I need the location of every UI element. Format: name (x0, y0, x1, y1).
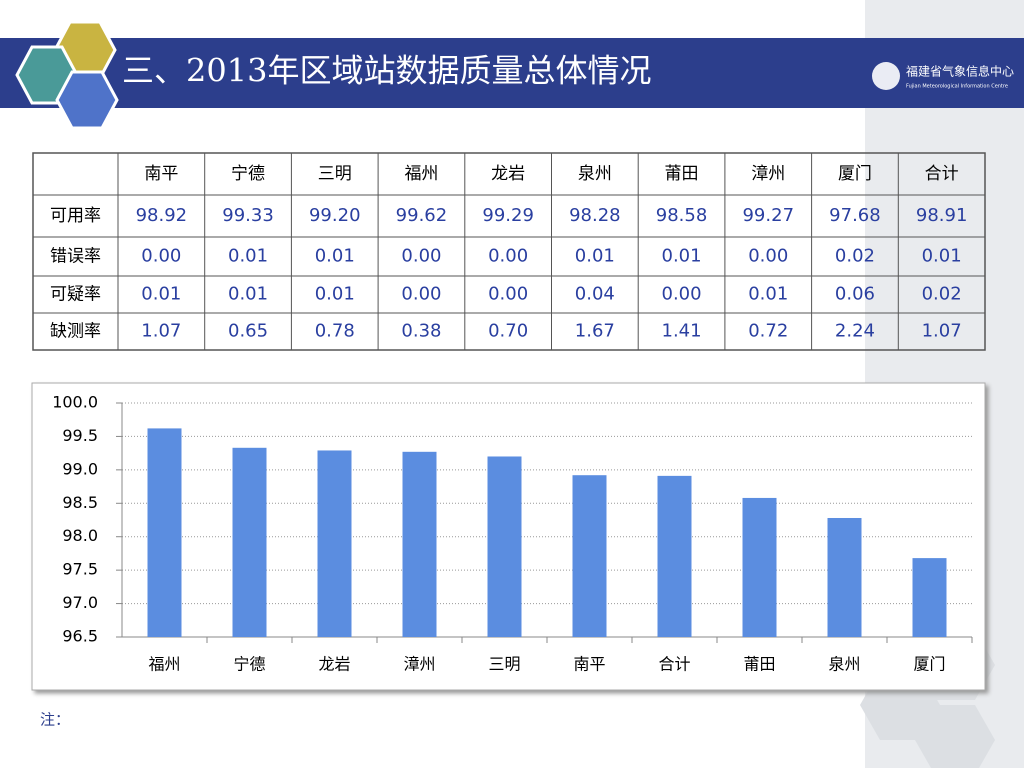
y-tick-label: 98.0 (62, 526, 98, 545)
cell: 0.72 (748, 321, 788, 342)
cell: 0.01 (228, 284, 268, 305)
slide-title: 三、2013年区域站数据质量总体情况 (122, 52, 651, 90)
cell: 1.67 (575, 321, 615, 342)
logo-sub: Fujian Meteorological Information Centre (906, 84, 1008, 90)
cell: 99.29 (482, 205, 534, 226)
cell: 0.04 (575, 284, 615, 305)
note: 注： (40, 711, 70, 729)
y-tick-label: 97.0 (62, 593, 98, 612)
bar (827, 517, 862, 637)
bar (402, 451, 437, 637)
column-header: 宁德 (231, 164, 265, 184)
x-tick-label: 合计 (658, 655, 690, 674)
column-header: 龙岩 (491, 164, 525, 184)
x-tick-label: 厦门 (913, 655, 945, 674)
x-tick-label: 漳州 (403, 655, 435, 674)
column-header: 莆田 (665, 164, 699, 184)
cell: 2.24 (835, 321, 875, 342)
cell: 99.20 (309, 205, 361, 226)
row-label: 缺测率 (50, 322, 101, 342)
cell: 0.00 (662, 284, 702, 305)
cell: 98.58 (656, 205, 708, 226)
chart: 96.5 97.0 97.5 98.0 98.5 99.0 99.5 100.0 福州 宁德 龙岩 漳… (52, 393, 973, 674)
cell: 99.33 (222, 205, 274, 226)
cell: 0.02 (835, 246, 875, 267)
bar (147, 428, 182, 637)
cell: 0.38 (401, 321, 441, 342)
bar (317, 450, 352, 637)
x-tick-label: 泉州 (828, 655, 860, 674)
column-header: 三明 (318, 164, 352, 184)
y-tick-label: 98.5 (62, 493, 98, 512)
cell: 0.01 (748, 284, 788, 305)
row-label: 错误率 (50, 247, 101, 267)
header-bar (0, 38, 865, 108)
cell: 0.01 (922, 246, 962, 267)
cell: 0.00 (488, 246, 528, 267)
column-header: 南平 (144, 164, 178, 184)
cell: 0.00 (141, 246, 181, 267)
table-border (32, 152, 986, 351)
x-tick-label: 福州 (148, 655, 180, 674)
cell: 0.01 (315, 284, 355, 305)
cell: 98.28 (569, 205, 621, 226)
cell: 98.92 (136, 205, 188, 226)
cell: 0.02 (922, 284, 962, 305)
cell: 97.68 (829, 205, 881, 226)
logo-icon (872, 62, 900, 90)
cell: 1.07 (922, 321, 962, 342)
cell: 0.70 (488, 321, 528, 342)
bar (742, 497, 777, 637)
x-tick-label: 南平 (573, 655, 605, 674)
cell: 0.65 (228, 321, 268, 342)
y-tick-label: 100.0 (52, 393, 98, 412)
column-header: 福州 (404, 164, 438, 184)
y-tick-label: 97.5 (62, 560, 98, 579)
x-tick-label: 三明 (488, 655, 520, 674)
row-label: 可用率 (50, 206, 101, 226)
x-tick-label: 莆田 (743, 655, 775, 674)
y-tick-label: 99.5 (62, 426, 98, 445)
cell: 0.00 (401, 284, 441, 305)
cell: 0.01 (315, 246, 355, 267)
x-tick-label: 宁德 (233, 655, 265, 674)
cell: 0.00 (748, 246, 788, 267)
bar (912, 558, 947, 637)
logo-text: 福建省气象信息中心 (906, 64, 1014, 79)
bar (657, 475, 692, 637)
column-header: 合计 (925, 164, 959, 184)
cell: 0.78 (315, 321, 355, 342)
column-header: 漳州 (751, 164, 785, 184)
cell: 99.62 (396, 205, 448, 226)
bar (487, 456, 522, 637)
cell: 0.01 (141, 284, 181, 305)
cell: 0.00 (401, 246, 441, 267)
cell: 0.01 (662, 246, 702, 267)
bar (232, 447, 267, 637)
cell: 99.27 (742, 205, 794, 226)
bar (572, 475, 607, 637)
cell: 1.41 (662, 321, 702, 342)
cell: 98.91 (916, 205, 968, 226)
column-header: 厦门 (838, 164, 872, 184)
row-label: 可疑率 (50, 285, 101, 305)
cell: 1.07 (141, 321, 181, 342)
cell: 0.01 (575, 246, 615, 267)
cell: 0.01 (228, 246, 268, 267)
y-tick-label: 99.0 (62, 459, 98, 478)
hexagons (15, 20, 119, 130)
x-tick-label: 龙岩 (318, 655, 350, 674)
column-header: 泉州 (578, 164, 612, 184)
cell: 0.06 (835, 284, 875, 305)
y-tick-label: 96.5 (62, 627, 98, 646)
cell: 0.00 (488, 284, 528, 305)
